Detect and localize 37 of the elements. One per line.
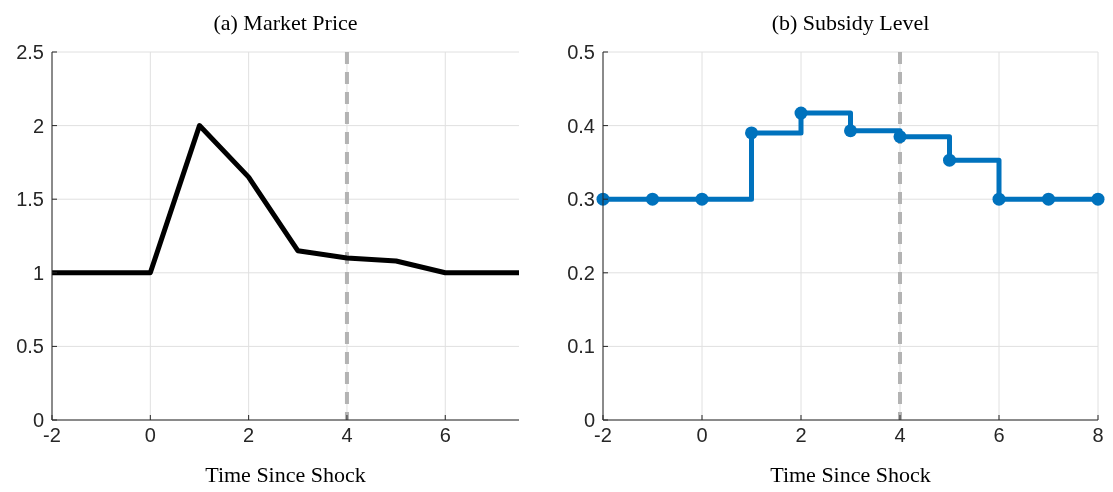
x-tick-label: 6 <box>993 424 1005 446</box>
y-tick-label: 1 <box>32 261 44 284</box>
point <box>695 192 709 206</box>
x-tick-label: 2 <box>795 424 807 446</box>
y-tick-label: 2.5 <box>16 41 44 63</box>
x-tick-label: 0 <box>696 424 708 446</box>
x-tick-label: -2 <box>43 424 61 446</box>
point <box>893 130 907 144</box>
point <box>745 126 758 140</box>
y-tick-label: 0 <box>32 409 44 431</box>
x-tick-label: 8 <box>1092 424 1104 446</box>
x-tick-label: -2 <box>594 424 612 446</box>
y-tick-label: 0.4 <box>567 114 595 137</box>
chart-title: (a) Market Price <box>213 10 358 35</box>
x-tick-label: 6 <box>439 424 451 446</box>
x-tick-label: 0 <box>144 424 156 446</box>
point <box>794 106 808 120</box>
x-axis-title: Time Since Shock <box>770 462 931 487</box>
x-tick-label: 4 <box>341 424 353 446</box>
point <box>646 192 659 206</box>
point <box>844 124 857 138</box>
x-axis-title: Time Since Shock <box>205 462 366 487</box>
point <box>943 153 956 167</box>
y-tick-label: 0.2 <box>567 261 595 284</box>
y-tick-label: 0.1 <box>567 335 595 358</box>
point <box>1042 192 1055 206</box>
point <box>1091 192 1105 206</box>
point <box>992 192 1006 206</box>
y-tick-label: 0.5 <box>16 335 44 358</box>
y-tick-label: 0 <box>583 409 595 431</box>
chart-title: (b) Subsidy Level <box>771 10 930 35</box>
x-tick-label: 4 <box>894 424 906 446</box>
y-tick-label: 0.3 <box>567 188 595 211</box>
y-tick-label: 2 <box>32 114 44 137</box>
y-tick-label: 1.5 <box>16 188 44 211</box>
y-tick-label: 0.5 <box>567 41 595 63</box>
x-tick-label: 2 <box>243 424 255 446</box>
